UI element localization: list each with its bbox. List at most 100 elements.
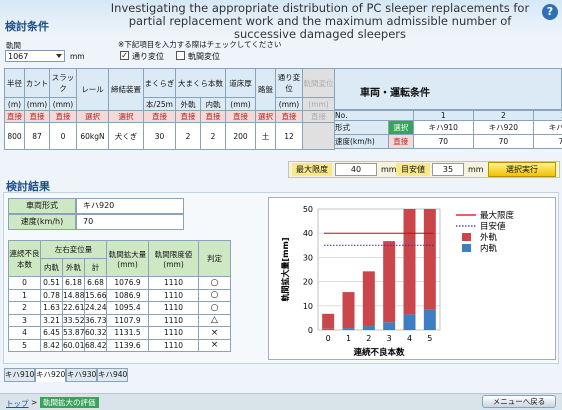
- param-name: 路盤: [255, 68, 276, 111]
- param-value: 200: [225, 122, 256, 150]
- y-tick-label: 30: [303, 253, 313, 262]
- legend-label: 内軌: [480, 243, 498, 254]
- header-unit: (mm): [163, 259, 184, 269]
- gauge-select[interactable]: 1067: [5, 50, 65, 62]
- checkbox[interactable]: ✓: [120, 51, 129, 60]
- max-value: 40: [335, 163, 377, 176]
- tab[interactable]: キハ910: [4, 368, 35, 382]
- results-row: 4 6.45 53.87 60.32 1131.5 1110 ×: [8, 326, 232, 340]
- param-unit: (mm): [49, 97, 77, 111]
- vehicle-speed: 70: [412, 134, 474, 149]
- results-cell: ○: [198, 288, 232, 302]
- results-cell: 14.88: [62, 288, 85, 302]
- header-inner: 内軌: [40, 258, 63, 277]
- vehicle-no: 2: [472, 110, 534, 121]
- vehicle-type[interactable]: キハ910: [412, 120, 474, 135]
- results-cell: 0.51: [40, 276, 63, 290]
- results-cell: ×: [198, 338, 232, 352]
- results-cell: 0.78: [40, 288, 63, 302]
- params-row: 800 87 0 60kgN 犬くぎ 30 2 2 200 土 12: [4, 122, 335, 150]
- results-cell: 8.42: [40, 338, 63, 352]
- input-note: ※下記項目を入力する際はチェックしてください: [118, 40, 282, 49]
- y-tick-label: 40: [303, 229, 313, 238]
- run-button[interactable]: 選択実行: [488, 162, 556, 177]
- results-cell: 60.01: [62, 338, 85, 352]
- results-cell: 1110: [148, 301, 200, 315]
- header-lr: 左右変位量: [39, 240, 108, 259]
- chart: 0 10 20 30 40 50 軌間拡大量[mm] 連続不良本数 0 1 2 3 4 5 最大限度目安値外…: [280, 205, 515, 358]
- type-mode: 選択: [387, 120, 414, 135]
- results-row: 3 3.21 33.52 36.73 1107.9 1110 △: [8, 313, 232, 327]
- param-value: 土: [255, 122, 276, 150]
- results-cell: 24.24: [83, 301, 108, 315]
- results-cell: 3.21: [40, 313, 63, 327]
- param-name: レール: [76, 68, 109, 111]
- bar-segment: [423, 309, 436, 330]
- results-cell: 33.52: [62, 313, 85, 327]
- param-unit: 外軌: [175, 97, 201, 111]
- param-mode: 選択: [76, 110, 109, 123]
- results-cell: 1076.9: [106, 276, 150, 290]
- vehicle-type[interactable]: キハ920: [472, 120, 534, 135]
- results-cell: 1086.9: [106, 288, 150, 302]
- target-value: 35: [432, 163, 464, 176]
- results-cell: 1110: [148, 338, 200, 352]
- results-cell: 36.73: [83, 313, 108, 327]
- menu-button[interactable]: メニューへ戻る: [482, 395, 556, 408]
- results-cell: 22.61: [62, 301, 85, 315]
- no-label: No.: [334, 110, 414, 121]
- results-cell: 15.66: [83, 288, 108, 302]
- results-cell: 68.42: [83, 338, 108, 352]
- vehicle-no: 1: [412, 110, 474, 121]
- param-unit: (m): [4, 97, 25, 111]
- legend-swatch: [462, 244, 471, 252]
- x-tick-label: 1: [346, 334, 351, 343]
- results-cell: 2: [8, 301, 41, 315]
- param-value: [302, 122, 335, 150]
- breadcrumb-current: 軌間拡大の評価: [40, 397, 99, 408]
- param-value: 30: [143, 122, 176, 150]
- param-name: 軌間変位: [302, 68, 335, 98]
- param-unit: (mm): [275, 97, 303, 111]
- speed-label: 速度(km/h): [334, 134, 389, 149]
- header-unit: (mm): [117, 259, 138, 269]
- results-cell: 1: [8, 288, 41, 302]
- tab[interactable]: キハ920: [35, 368, 66, 382]
- param-value: 12: [275, 122, 303, 150]
- results-row: 0 0.51 6.18 6.68 1076.9 1110 ○: [8, 276, 232, 290]
- param-mode: 直接: [4, 110, 25, 123]
- max-label: 最大限度: [292, 163, 332, 176]
- results-cell: 1.63: [40, 301, 63, 315]
- checkbox-label: 軌間変位: [188, 52, 220, 61]
- vehicle-row: 形式選択キハ910キハ920キハ930: [334, 120, 562, 135]
- param-mode: 直接: [175, 110, 201, 123]
- help-button[interactable]: ?: [542, 4, 558, 20]
- checkbox[interactable]: [176, 51, 185, 60]
- results-title: 検討結果: [6, 180, 50, 193]
- param-name: まくらぎ: [143, 68, 176, 98]
- param-unit: (mm): [302, 97, 335, 111]
- checkbox-label: 通り変位: [132, 52, 164, 61]
- tab[interactable]: キハ940: [97, 368, 128, 382]
- bar-segment: [322, 313, 335, 329]
- param-value: 87: [24, 122, 50, 150]
- results-cell: 1095.4: [106, 301, 150, 315]
- results-cell: ○: [198, 276, 232, 290]
- header-bar: [0, 0, 562, 36]
- results-cell: 3: [8, 313, 41, 327]
- x-axis-label: 連続不良本数: [353, 347, 405, 358]
- results-header: 連続不良本数 左右変位量 軌間拡大量 (mm) 軌間限度値 (mm) 判定: [8, 240, 232, 277]
- param-name: スラック: [49, 68, 77, 98]
- param-name: 大まくら本数: [175, 68, 226, 98]
- bar-segment: [322, 328, 335, 330]
- param-value: 2: [175, 122, 201, 150]
- breadcrumb-top[interactable]: トップ: [6, 399, 29, 408]
- results-cell: ○: [198, 301, 232, 315]
- bar-segment: [342, 328, 355, 330]
- vehicle-type[interactable]: キハ930: [532, 120, 562, 135]
- bar-segment: [383, 322, 396, 330]
- tab[interactable]: キハ930: [66, 368, 97, 382]
- legend-label: 目安値: [480, 221, 506, 232]
- gauge-label: 軌間: [6, 41, 21, 50]
